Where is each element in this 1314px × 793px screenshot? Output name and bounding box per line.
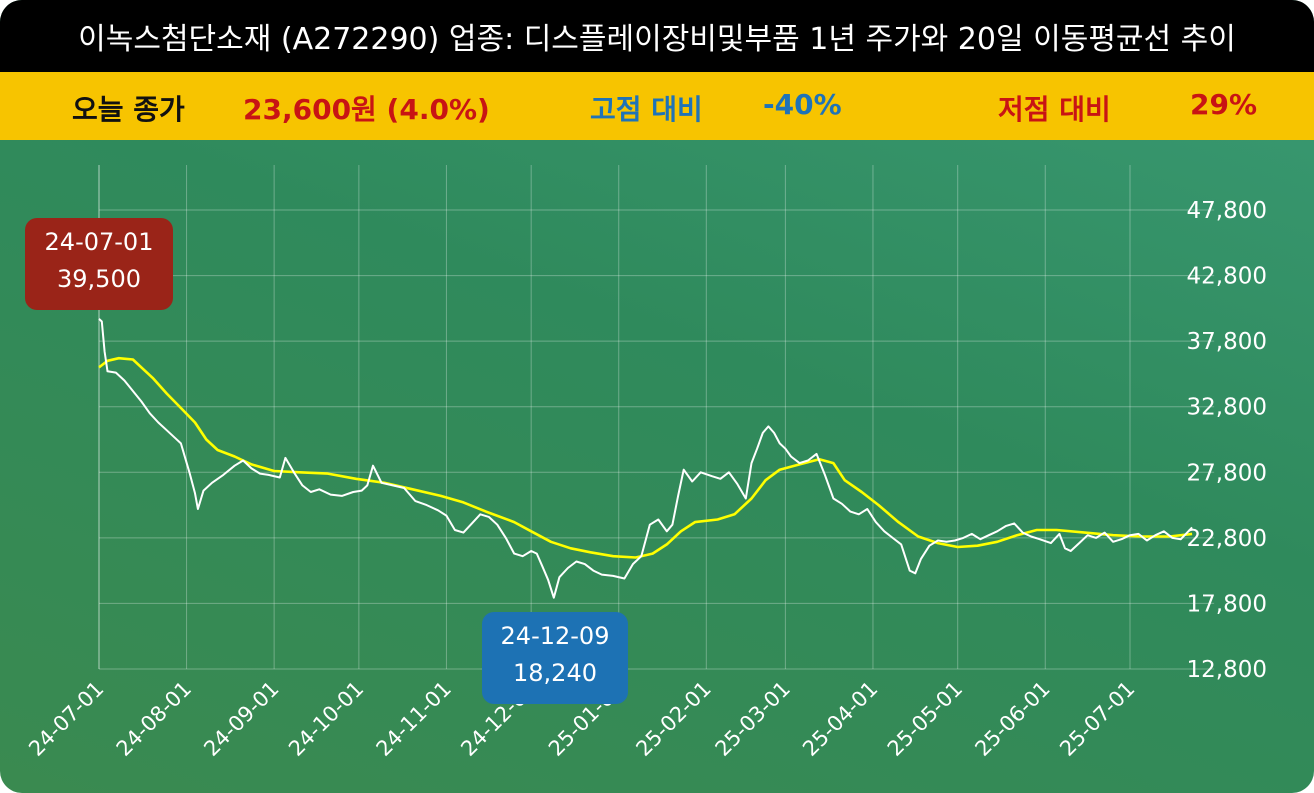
low-compare-label: 저점 대비: [998, 93, 1111, 126]
y-tick-label: 37,800: [1187, 329, 1267, 355]
summary-bar: 오늘 종가 23,600원 (4.0%) 고점 대비 -40% 저점 대비 29…: [0, 72, 1314, 140]
low-callout: 24-12-09 18,240: [482, 612, 628, 704]
y-tick-label: 22,800: [1187, 526, 1267, 552]
y-axis-ticks: 12,800 17,800 22,800 27,800 32,800 37,800 42,8…: [1187, 198, 1267, 683]
y-tick-label: 17,800: [1187, 591, 1267, 617]
x-tick-label: 24-08-01: [112, 677, 196, 761]
low-compare-value: 29%: [1190, 88, 1258, 121]
x-tick-label: 24-11-01: [372, 677, 456, 761]
x-tick-label: 25-06-01: [970, 677, 1054, 761]
y-tick-label: 12,800: [1187, 657, 1267, 683]
x-tick-label: 24-09-01: [199, 677, 283, 761]
low-callout-value: 18,240: [513, 659, 597, 687]
close-value: 23,600원 (4.0%): [243, 93, 490, 126]
x-tick-label: 25-07-01: [1055, 677, 1139, 761]
high-compare-value: -40%: [763, 88, 842, 121]
grid: [98, 165, 1215, 670]
ma20-line: [98, 356, 1193, 559]
y-tick-label: 47,800: [1187, 198, 1267, 224]
y-tick-label: 32,800: [1187, 395, 1267, 421]
low-callout-date: 24-12-09: [500, 622, 610, 650]
x-tick-label: 25-03-01: [711, 677, 795, 761]
x-tick-label: 25-02-01: [631, 677, 715, 761]
high-compare-label: 고점 대비: [590, 93, 703, 126]
x-tick-label: 24-07-01: [24, 677, 108, 761]
close-label: 오늘 종가: [72, 93, 185, 126]
x-tick-label: 25-05-01: [883, 677, 967, 761]
chart-title: 이녹스첨단소재 (A272290) 업종: 디스플레이장비및부품 1년 주가와 …: [0, 0, 1314, 72]
y-tick-label: 27,800: [1187, 460, 1267, 486]
high-callout-value: 39,500: [57, 265, 141, 293]
series-lines: [98, 318, 1193, 599]
x-tick-label: 25-04-01: [798, 677, 882, 761]
price-line: [98, 318, 1193, 599]
y-tick-label: 42,800: [1187, 264, 1267, 290]
x-tick-label: 24-10-01: [284, 677, 368, 761]
high-callout: 24-07-01 39,500: [25, 218, 173, 310]
high-callout-date: 24-07-01: [44, 228, 154, 256]
